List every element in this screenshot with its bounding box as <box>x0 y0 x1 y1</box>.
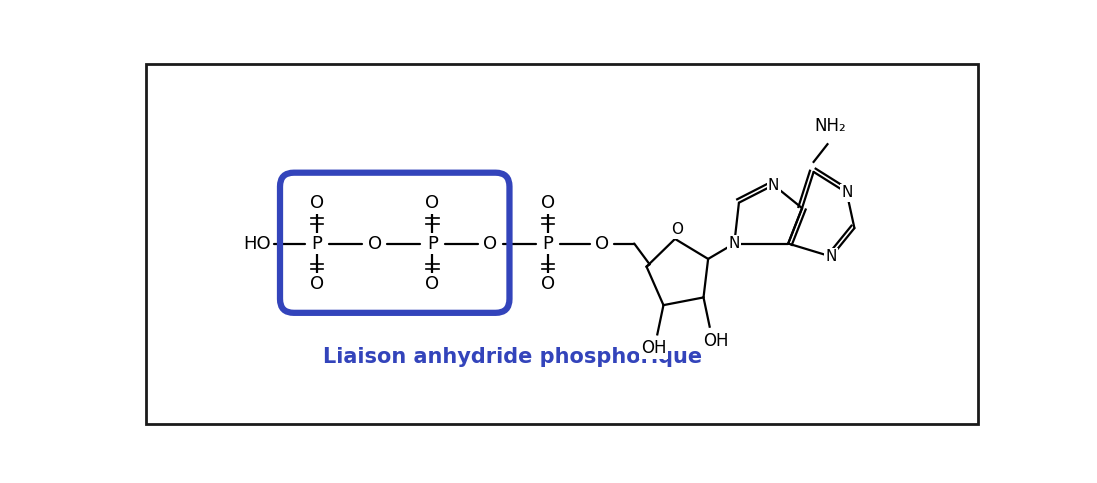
Text: O: O <box>310 195 324 213</box>
Text: OH: OH <box>641 339 666 357</box>
Text: O: O <box>426 274 440 293</box>
Text: N: N <box>728 236 740 251</box>
Text: N: N <box>841 185 852 200</box>
Text: P: P <box>543 235 553 253</box>
Text: P: P <box>427 235 438 253</box>
Text: HO: HO <box>244 235 271 253</box>
Text: Liaison anhydride phosphorique: Liaison anhydride phosphorique <box>324 347 702 367</box>
Text: O: O <box>367 235 382 253</box>
Text: O: O <box>671 222 683 237</box>
Text: O: O <box>310 274 324 293</box>
Text: O: O <box>595 235 609 253</box>
Text: P: P <box>312 235 323 253</box>
Text: O: O <box>483 235 497 253</box>
Text: N: N <box>768 178 779 193</box>
Text: O: O <box>541 274 555 293</box>
Text: N: N <box>826 249 837 264</box>
Text: O: O <box>426 195 440 213</box>
Text: NH₂: NH₂ <box>815 117 847 135</box>
Text: O: O <box>541 195 555 213</box>
Text: OH: OH <box>703 331 728 350</box>
